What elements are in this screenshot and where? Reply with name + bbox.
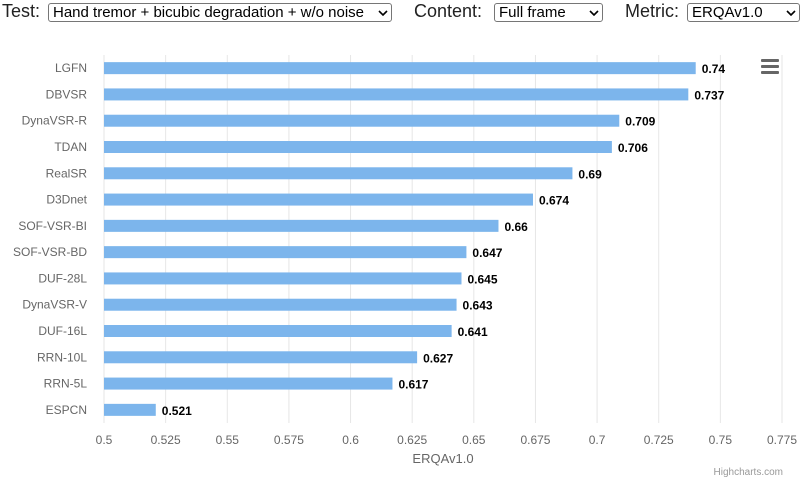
- category-label: SOF-VSR-BI: [18, 219, 87, 233]
- bar[interactable]: [104, 141, 612, 153]
- content-label: Content:: [414, 1, 483, 21]
- content-select-value: Full frame: [499, 4, 566, 21]
- category-label: DynaVSR-R: [22, 114, 88, 128]
- data-label: 0.627: [423, 351, 453, 365]
- hamburger-menu-icon[interactable]: [758, 56, 782, 78]
- x-tick-label: 0.65: [462, 433, 486, 447]
- data-label: 0.66: [504, 220, 528, 234]
- bar[interactable]: [104, 114, 620, 127]
- category-label: D3Dnet: [46, 193, 87, 207]
- grid-lines: [103, 55, 783, 423]
- bar[interactable]: [104, 62, 696, 75]
- bar[interactable]: [104, 403, 156, 416]
- test-select[interactable]: Hand tremor + bicubic degradation + w/o …: [48, 3, 392, 22]
- data-label: 0.647: [472, 246, 502, 260]
- data-labels: 0.74 0.737 0.709 0.706 0.69 0.674 0.660.647 0.6…: [162, 62, 726, 418]
- x-tick-label: 0.725: [644, 433, 674, 447]
- data-label: 0.706: [618, 141, 648, 155]
- category-labels: LGFN DBVSR DynaVSR-R TDAN RealSR D3Dnet SOF-VS…: [13, 61, 88, 417]
- highcharts-credits[interactable]: Highcharts.com: [713, 467, 783, 478]
- controls-bar: Test: Hand tremor + bicubic degradation …: [0, 0, 803, 28]
- category-label: RealSR: [46, 166, 88, 180]
- x-tick-label: 0.775: [767, 433, 797, 447]
- x-tick-label: 0.6: [342, 433, 359, 447]
- category-label: DBVSR: [46, 87, 88, 101]
- data-label: 0.645: [467, 272, 497, 286]
- metric-select[interactable]: ERQAv1.0: [687, 3, 800, 22]
- data-label: 0.74: [702, 62, 726, 76]
- category-label: TDAN: [54, 140, 87, 154]
- bars: [104, 62, 696, 416]
- bar[interactable]: [104, 298, 457, 311]
- x-tick-label: 0.55: [216, 433, 240, 447]
- data-label: 0.674: [539, 194, 569, 208]
- chevron-down-icon: [783, 9, 799, 16]
- category-label: RRN-5L: [44, 377, 88, 391]
- bar[interactable]: [104, 272, 462, 285]
- bar[interactable]: [104, 246, 467, 259]
- data-label: 0.69: [578, 167, 602, 181]
- bar[interactable]: [104, 167, 573, 180]
- bar[interactable]: [104, 88, 689, 101]
- bar[interactable]: [104, 377, 393, 390]
- category-label: SOF-VSR-BD: [13, 245, 87, 259]
- x-tick-label: 0.525: [151, 433, 181, 447]
- x-tick-label: 0.625: [397, 433, 427, 447]
- content-select[interactable]: Full frame: [494, 3, 603, 22]
- category-label: DUF-28L: [38, 271, 87, 285]
- metric-select-value: ERQAv1.0: [692, 4, 763, 21]
- data-label: 0.643: [463, 299, 493, 313]
- bar[interactable]: [104, 351, 418, 364]
- bar[interactable]: [104, 219, 499, 232]
- x-tick-labels: 0.5 0.525 0.55 0.575 0.6 0.625 0.65 0.675 0.7 0.7…: [96, 433, 798, 447]
- data-label: 0.709: [625, 115, 655, 129]
- x-axis-title: ERQAv1.0: [412, 451, 473, 466]
- chevron-down-icon: [375, 9, 391, 16]
- bar[interactable]: [104, 325, 452, 337]
- data-label: 0.521: [162, 404, 192, 418]
- data-label: 0.737: [694, 88, 724, 102]
- category-label: ESPCN: [46, 403, 87, 417]
- metric-label: Metric:: [625, 1, 679, 21]
- x-tick-label: 0.75: [709, 433, 733, 447]
- category-label: LGFN: [55, 61, 87, 75]
- test-label: Test:: [2, 1, 41, 21]
- x-tick-label: 0.675: [520, 433, 550, 447]
- x-tick-label: 0.575: [274, 433, 304, 447]
- x-tick-label: 0.5: [96, 433, 113, 447]
- test-select-value: Hand tremor + bicubic degradation + w/o …: [53, 4, 365, 21]
- category-label: RRN-10L: [37, 350, 87, 364]
- category-label: DUF-16L: [38, 324, 87, 338]
- chevron-down-icon: [586, 9, 602, 16]
- x-tick-label: 0.7: [589, 433, 606, 447]
- data-label: 0.641: [458, 325, 488, 339]
- data-label: 0.617: [398, 378, 428, 392]
- bar[interactable]: [104, 193, 533, 206]
- category-label: DynaVSR-V: [22, 298, 87, 312]
